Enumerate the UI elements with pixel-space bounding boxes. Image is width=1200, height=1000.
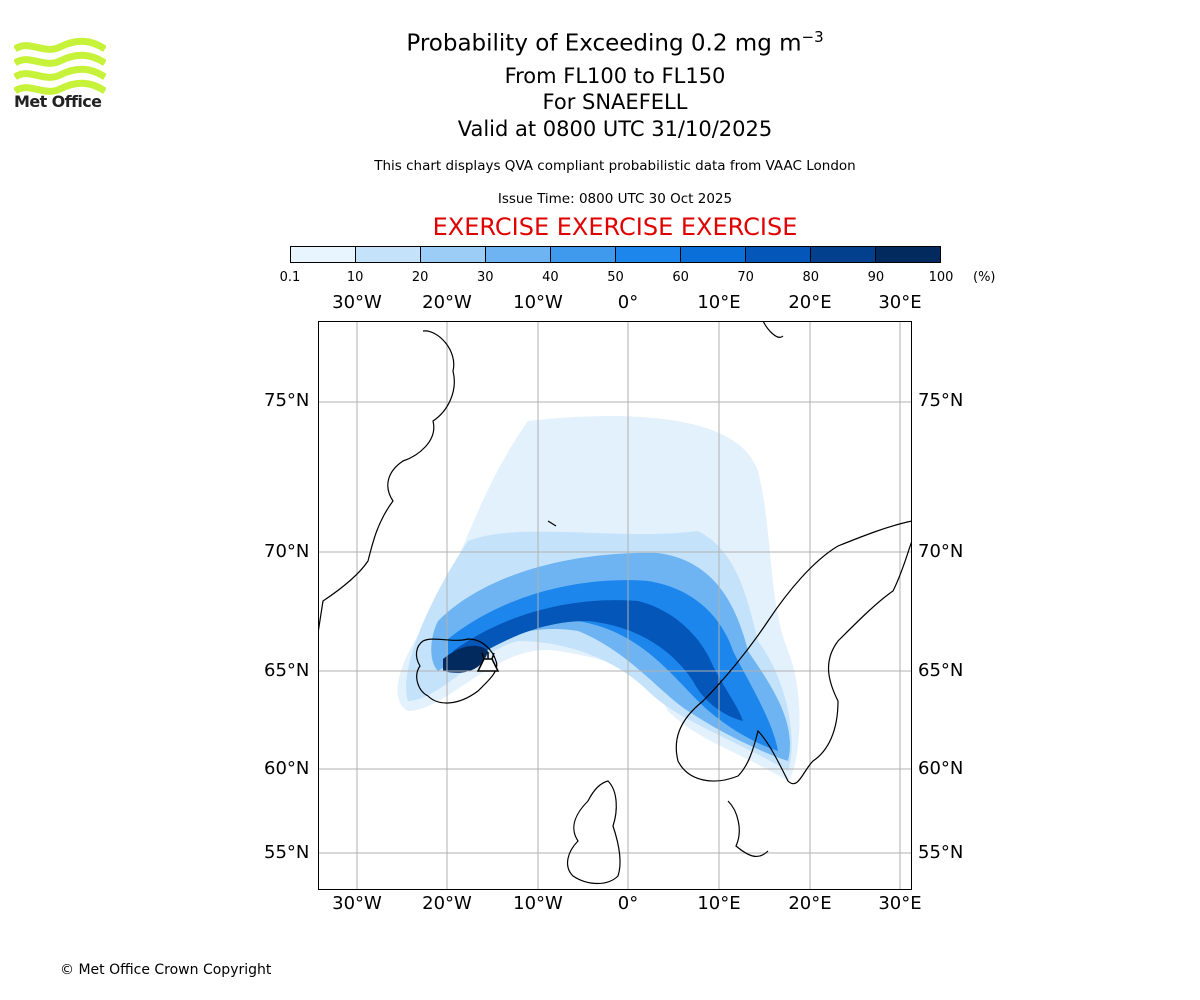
latitude-label-left: 55°N — [264, 842, 310, 863]
longitude-label-bottom: 20°W — [422, 893, 472, 914]
colorbar-tick-label: 100 — [928, 270, 954, 285]
longitude-label-bottom: 10°E — [697, 893, 741, 914]
ash-probability-plume — [397, 416, 800, 781]
latitude-label-right: 55°N — [918, 842, 964, 863]
colorbar-swatch — [356, 247, 421, 262]
colorbar-unit: (%) — [973, 270, 996, 285]
logo-text: Met Office — [14, 92, 102, 111]
latitude-label-left: 70°N — [264, 541, 310, 562]
longitude-label-bottom: 30°W — [332, 893, 382, 914]
denmark-coast — [727, 800, 769, 858]
colorbar-swatch — [876, 247, 940, 262]
probability-map — [318, 321, 912, 890]
title-main: Probability of Exceeding 0.2 mg m — [406, 30, 802, 57]
issue-time: Issue Time: 0800 UTC 30 Oct 2025 — [497, 191, 733, 207]
copyright-notice: © Met Office Crown Copyright — [60, 962, 272, 978]
latitude-label-right: 70°N — [918, 541, 964, 562]
colorbar-tick-label: 60 — [672, 270, 689, 285]
longitude-label-bottom: 10°W — [513, 893, 563, 914]
iceland-coast — [415, 638, 498, 704]
longitude-label-bottom: 0° — [617, 893, 639, 914]
colorbar-tick-label: 70 — [737, 270, 754, 285]
uk-coast — [566, 780, 621, 885]
colorbar-tick-label: 40 — [542, 270, 559, 285]
colorbar-swatch — [486, 247, 551, 262]
volcano-name: For SNAEFELL — [542, 90, 688, 114]
longitude-label-top: 10°W — [513, 292, 563, 313]
longitude-label-top: 20°E — [788, 292, 832, 313]
greenland-coast — [318, 330, 455, 634]
volcano-marker-icon — [476, 652, 500, 672]
colorbar-swatch — [291, 247, 356, 262]
latitude-label-left: 60°N — [264, 758, 310, 779]
colorbar-tick-label: 80 — [802, 270, 820, 285]
latitude-label-right: 75°N — [918, 390, 964, 411]
colorbar-tick-label: 0.1 — [279, 270, 301, 285]
colorbar-swatch — [811, 247, 876, 262]
flight-levels: From FL100 to FL150 — [504, 64, 726, 88]
longitude-label-top: 0° — [617, 292, 639, 313]
colorbar-swatch — [616, 247, 681, 262]
scandinavia-coast — [675, 520, 912, 785]
title-exponent: −3 — [801, 28, 824, 46]
colorbar-tick-label: 90 — [867, 270, 885, 285]
colorbar-tick-label: 10 — [346, 270, 364, 285]
longitude-label-top: 30°W — [332, 292, 382, 313]
chart-description: This chart displays QVA compliant probab… — [374, 158, 856, 174]
longitude-label-bottom: 20°E — [788, 893, 832, 914]
colorbar-swatch — [681, 247, 746, 262]
longitude-label-bottom: 30°E — [878, 893, 922, 914]
latitude-label-left: 75°N — [264, 390, 310, 411]
svalbard-coast — [762, 321, 784, 338]
jan-mayen-coast — [547, 520, 557, 527]
colorbar-tick-label: 50 — [607, 270, 624, 285]
longitude-label-top: 30°E — [878, 292, 922, 313]
colorbar-tick-label: 20 — [411, 270, 429, 285]
met-office-logo-icon — [14, 37, 106, 95]
latitude-label-left: 65°N — [264, 660, 310, 681]
colorbar — [290, 246, 941, 263]
exercise-banner: EXERCISE EXERCISE EXERCISE — [432, 213, 798, 241]
chart-title: Probability of Exceeding 0.2 mg m−3 — [0, 28, 1200, 57]
longitude-label-top: 10°E — [697, 292, 741, 313]
longitude-label-top: 20°W — [422, 292, 472, 313]
valid-time: Valid at 0800 UTC 31/10/2025 — [457, 117, 773, 141]
colorbar-swatch — [421, 247, 486, 262]
latitude-label-right: 60°N — [918, 758, 964, 779]
colorbar-swatch — [746, 247, 811, 262]
colorbar-swatch — [551, 247, 616, 262]
latitude-label-right: 65°N — [918, 660, 964, 681]
colorbar-tick-label: 30 — [477, 270, 494, 285]
